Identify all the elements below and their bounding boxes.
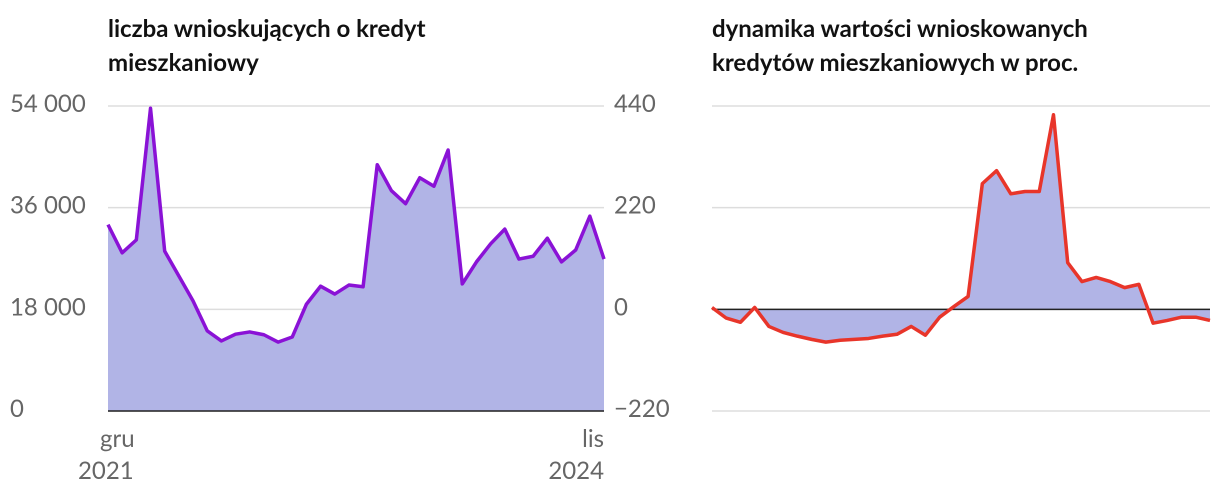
area: [108, 108, 604, 411]
y-tick-label: 18 000: [10, 292, 86, 321]
y-tick-label: 440: [614, 89, 656, 118]
y-tick-label: 0: [10, 394, 24, 423]
area: [712, 114, 1210, 343]
y-tick-label: 54 000: [10, 89, 86, 118]
x-tick-label-line: 2024: [548, 456, 604, 485]
y-tick-label: 0: [614, 292, 628, 321]
y-tick-label: 36 000: [10, 191, 86, 220]
x-tick-label: gru 2021: [78, 424, 135, 485]
x-tick-label: lis 2024: [548, 424, 604, 485]
y-tick-label: 220: [614, 191, 656, 220]
x-tick-label-line: gru: [100, 424, 135, 453]
line: [710, 113, 1211, 344]
x-tick-label-line: lis: [582, 424, 604, 453]
y-tick-label: −220: [614, 394, 670, 423]
chart-title: liczba wnioskujących o kredyt mieszkanio…: [108, 14, 426, 77]
line: [106, 106, 606, 344]
chart-title: dynamika wartości wnioskowanych kredytów…: [712, 14, 1088, 77]
x-tick-label-line: 2021: [78, 456, 134, 485]
